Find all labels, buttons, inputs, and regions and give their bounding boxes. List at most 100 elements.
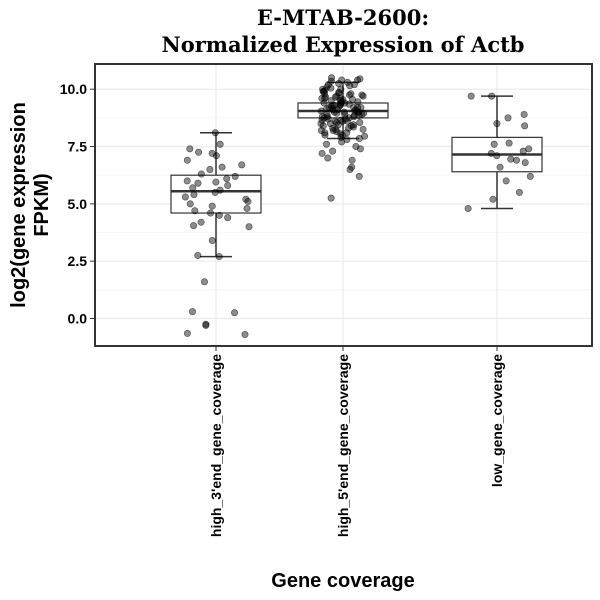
data-point (515, 188, 523, 196)
data-point (231, 309, 239, 317)
data-point (332, 125, 340, 133)
data-point (317, 120, 325, 128)
data-point (320, 88, 328, 96)
data-point (526, 172, 534, 180)
data-point (355, 135, 363, 143)
data-point (490, 140, 498, 148)
data-point (186, 200, 194, 208)
data-point (507, 155, 515, 163)
data-point (505, 139, 513, 147)
data-point (336, 130, 344, 138)
chart-title-line1: E-MTAB-2600: (257, 5, 429, 30)
data-point (361, 132, 369, 140)
data-point (206, 165, 214, 173)
data-point (218, 163, 226, 171)
data-point (215, 253, 223, 261)
data-point (359, 92, 367, 100)
data-point (521, 159, 529, 167)
x-tick-label: high_3'end_gene_coverage (208, 354, 224, 537)
data-point (338, 138, 346, 146)
data-point (350, 112, 358, 120)
data-point (504, 114, 512, 122)
data-point (208, 149, 216, 157)
data-point (244, 198, 252, 206)
data-point (243, 204, 251, 212)
data-point (183, 177, 191, 185)
data-point (496, 163, 504, 171)
data-point (200, 278, 208, 286)
data-point (493, 152, 501, 160)
data-point (337, 116, 345, 124)
x-axis-title: Gene coverage (271, 570, 414, 592)
data-point (464, 204, 472, 212)
data-point (195, 148, 203, 156)
data-point (324, 154, 332, 162)
data-point (488, 92, 496, 100)
data-point (223, 175, 231, 183)
data-point (333, 92, 341, 100)
data-point (520, 110, 528, 118)
data-point (321, 131, 329, 139)
data-point (338, 131, 346, 139)
data-point (245, 223, 253, 231)
data-point (343, 117, 351, 125)
data-point (345, 100, 353, 108)
data-point (467, 92, 475, 100)
data-point (208, 237, 216, 245)
data-point (211, 188, 219, 196)
y-tick-label: 10.0 (60, 81, 87, 97)
chart-title-line2: Normalized Expression of Actb (162, 32, 525, 57)
x-tick-label: low_gene_coverage (489, 354, 505, 487)
data-point (207, 209, 215, 217)
data-point (357, 104, 365, 112)
data-point (344, 124, 352, 132)
data-point (358, 91, 366, 99)
data-point (355, 172, 363, 180)
data-point (215, 211, 223, 219)
data-point (231, 172, 239, 180)
data-point (241, 331, 249, 339)
data-point (344, 78, 352, 86)
x-tick-label: high_5'end_gene_coverage (335, 354, 351, 537)
data-point (519, 147, 527, 155)
data-point (324, 81, 332, 89)
data-point (190, 222, 198, 230)
data-point (356, 118, 364, 126)
data-point (211, 129, 219, 137)
data-point (323, 140, 331, 148)
data-point (354, 76, 362, 84)
data-point (348, 156, 356, 164)
data-point (321, 129, 329, 137)
data-point (191, 207, 199, 215)
data-point (337, 85, 345, 93)
data-point (521, 122, 529, 130)
data-point (208, 202, 216, 210)
data-point (327, 194, 335, 202)
data-point (189, 184, 197, 192)
data-point (194, 179, 202, 187)
data-point (224, 214, 232, 222)
data-point (335, 102, 343, 110)
y-tick-label: 5.0 (68, 196, 88, 212)
data-point (238, 161, 246, 169)
y-axis-ticks: 0.0 2.5 5.0 7.5 10.0 (60, 81, 95, 326)
data-point (186, 145, 194, 153)
data-point (356, 145, 364, 153)
data-point (317, 107, 325, 115)
data-point (325, 104, 333, 112)
data-point (197, 170, 205, 178)
data-point (329, 147, 337, 155)
data-point (359, 125, 367, 133)
x-axis-ticks: high_3'end_gene_coverage high_5'end_gene_… (208, 346, 505, 537)
y-tick-label: 7.5 (68, 139, 88, 155)
data-point (320, 114, 328, 122)
data-point (346, 165, 354, 173)
data-point (183, 329, 191, 337)
data-points (181, 74, 534, 339)
data-point (190, 191, 198, 199)
data-point (502, 177, 510, 185)
data-point (183, 156, 191, 164)
data-point (181, 193, 189, 201)
data-point (340, 108, 348, 116)
